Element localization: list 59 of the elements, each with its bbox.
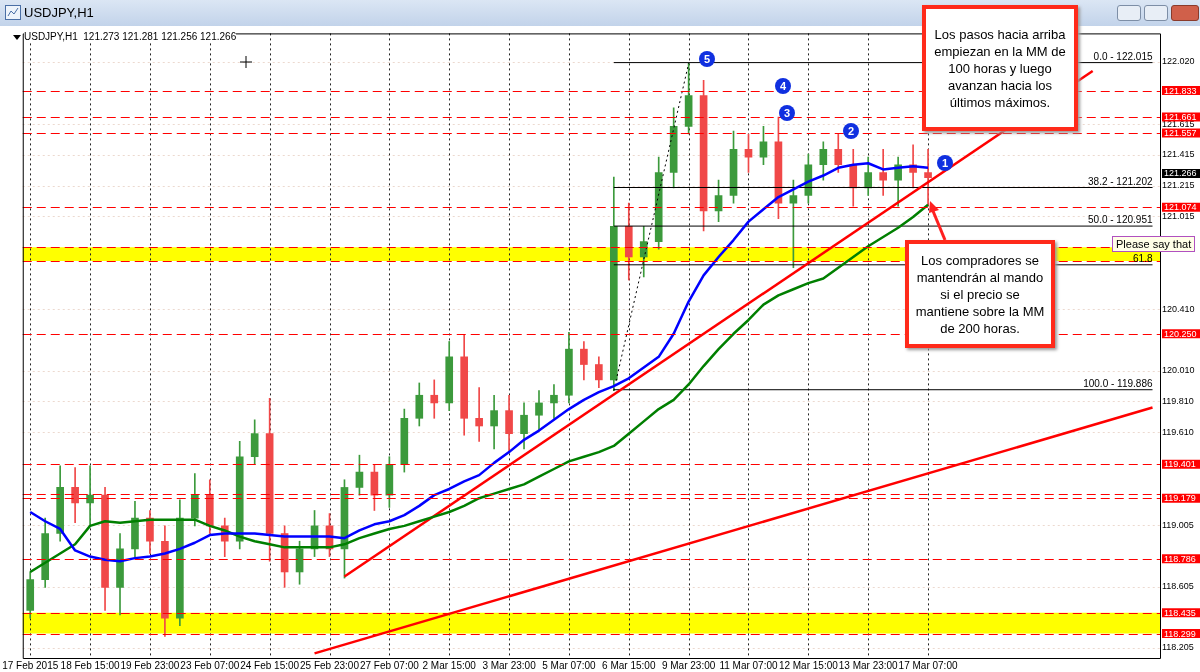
y-tick-label: 118.205 xyxy=(1162,642,1194,653)
ref-line-label: 121.833 xyxy=(1164,85,1197,96)
x-tick-label: 13 Mar 23:00 xyxy=(838,659,899,671)
ref-line-label: 121.557 xyxy=(1164,127,1197,138)
y-tick-label: 121.415 xyxy=(1162,149,1195,160)
x-tick-label: 27 Feb 07:00 xyxy=(359,659,420,671)
chart-subtitle: USDJPY,H1 121.273 121.281 121.256 121.266 xyxy=(24,31,237,42)
y-tick-label: 121.015 xyxy=(1162,210,1195,221)
x-tick-label: 11 Mar 07:00 xyxy=(719,659,779,671)
ref-line-label: 118.435 xyxy=(1164,607,1196,618)
y-tick-label: 122.020 xyxy=(1162,56,1195,67)
series-label: 0.0 - 122.015 xyxy=(1093,50,1153,62)
annotation: 3 xyxy=(779,105,795,121)
y-tick-label: 118.605 xyxy=(1162,581,1194,592)
y-tick-label: 119.810 xyxy=(1162,395,1194,406)
series-label: 38.2 - 121.202 xyxy=(1088,175,1153,187)
x-tick-label: 9 Mar 23:00 xyxy=(661,659,716,671)
x-tick-label: 25 Feb 23:00 xyxy=(300,659,360,671)
text: 121.266 xyxy=(1162,168,1200,178)
candlestick xyxy=(550,384,558,419)
x-tick-label: 23 Feb 07:00 xyxy=(180,659,240,671)
chart-title: USDJPY,H1 xyxy=(24,5,94,20)
annotation: Please say that xyxy=(1112,236,1196,252)
x-tick-label: 24 Feb 15:00 xyxy=(240,659,300,671)
x-tick-label: 18 Feb 15:00 xyxy=(60,659,120,671)
candlestick xyxy=(475,387,483,442)
annotation: 5 xyxy=(699,51,715,67)
ref-line-label: 119.401 xyxy=(1164,459,1196,470)
callout-box: Los compradores se mantendrán al mando si el precio se mantiene sobre la MM de 200 horas. xyxy=(905,240,1055,348)
x-tick-label: 2 Mar 15:00 xyxy=(422,659,477,671)
callout-box: Los pasos hacia arriba empiezan en la MM de 100 horas y luego avanzan hacia los últimos máximos. xyxy=(922,5,1078,131)
annotation: 4 xyxy=(775,78,791,94)
candlestick xyxy=(430,379,439,419)
y-tick-label: 120.010 xyxy=(1162,365,1195,376)
annotation: 2 xyxy=(843,123,859,139)
x-tick-label: 12 Mar 15:00 xyxy=(778,659,839,671)
series-label: 100.0 - 119.886 xyxy=(1083,377,1153,389)
ref-line-label: 120.250 xyxy=(1164,328,1197,339)
x-tick-label: 6 Mar 15:00 xyxy=(602,659,656,671)
y-tick-label: 121.215 xyxy=(1162,180,1195,190)
ref-line-label: 119.179 xyxy=(1164,493,1196,504)
x-tick-label: 5 Mar 07:00 xyxy=(542,659,597,671)
y-tick-label: 120.410 xyxy=(1162,303,1195,314)
x-tick-label: 17 Mar 07:00 xyxy=(898,659,958,671)
x-tick-label: 19 Feb 23:00 xyxy=(120,659,180,671)
ref-line-label: 121.661 xyxy=(1164,111,1197,122)
x-tick-label: 3 Mar 23:00 xyxy=(482,659,537,671)
x-tick-label: 17 Feb 2015 xyxy=(2,659,59,671)
ref-line-label: 121.074 xyxy=(1164,202,1197,213)
y-tick-label: 119.610 xyxy=(1162,426,1194,437)
candlestick xyxy=(924,149,932,207)
series-label: 61.8 xyxy=(1133,252,1153,264)
y-tick-label: 119.005 xyxy=(1162,519,1194,530)
series-label: 50.0 - 120.951 xyxy=(1088,214,1153,226)
ref-line-label: 118.786 xyxy=(1164,553,1196,564)
candlestick xyxy=(86,465,94,527)
ref-line-label: 118.299 xyxy=(1164,628,1196,639)
candlestick xyxy=(879,149,887,196)
annotation: 1 xyxy=(937,155,953,171)
